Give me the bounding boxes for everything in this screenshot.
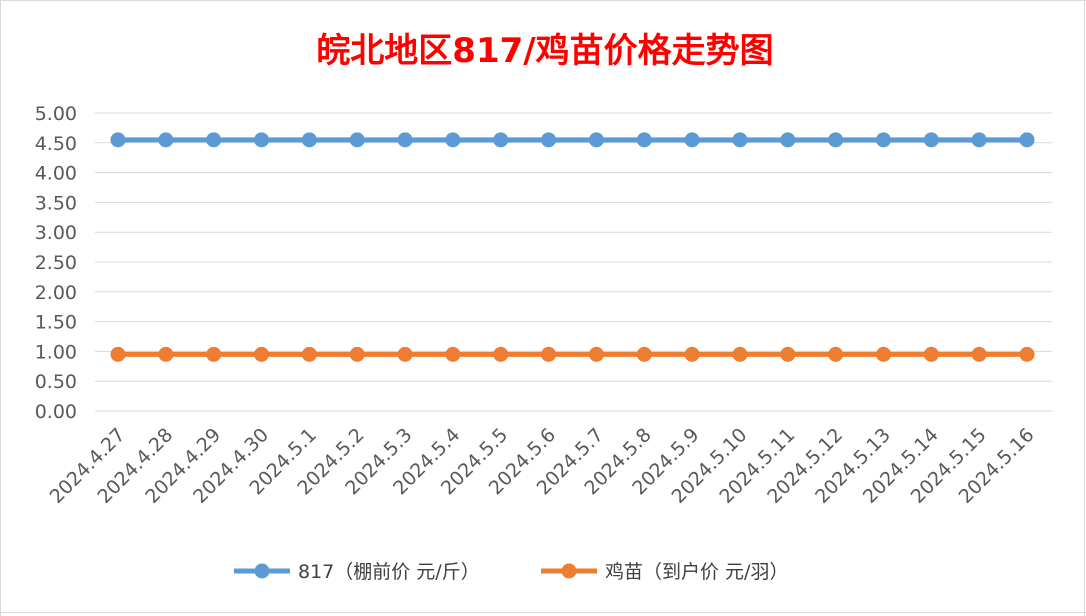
data-point [541,346,557,362]
data-point [349,132,365,148]
data-point [493,346,509,362]
y-tick-label: 4.00 [35,163,77,185]
data-point [254,346,270,362]
data-point [301,346,317,362]
y-tick-label: 4.50 [35,133,77,155]
data-point [493,132,509,148]
data-point [875,346,891,362]
data-point [684,346,700,362]
legend-label: 817（棚前价 元/斤） [298,561,480,583]
y-axis-ticks: 0.00 0.50 1.00 1.50 2.00 2.50 3.00 3.50 4.00 4.50… [35,103,77,423]
data-point [1019,132,1035,148]
data-point [206,346,222,362]
series-group [110,132,1035,362]
data-point [301,132,317,148]
legend-label: 鸡苗（到户价 元/羽） [605,561,788,583]
data-point [445,132,461,148]
data-point [732,346,748,362]
data-point [828,132,844,148]
data-point [923,132,939,148]
y-tick-label: 1.50 [35,312,77,334]
data-point [1019,346,1035,362]
sheet-gridline [0,0,1,616]
y-tick-label: 3.50 [35,192,77,214]
data-point [158,346,174,362]
data-point [206,132,222,148]
sheet-gridline [0,0,1086,1]
data-point [349,346,365,362]
data-point [780,346,796,362]
y-tick-label: 3.00 [35,222,77,244]
legend-swatch-marker [561,563,577,579]
chart-title: 皖北地区817/鸡苗价格走势图 [316,31,773,71]
data-point [541,132,557,148]
data-point [397,346,413,362]
y-tick-label: 0.50 [35,371,77,393]
data-point [971,346,987,362]
data-point [588,132,604,148]
y-tick-label: 2.00 [35,282,77,304]
data-point [732,132,748,148]
data-point [254,132,270,148]
data-point [875,132,891,148]
data-point [828,346,844,362]
x-axis-ticks: 2024.4.272024.4.282024.4.292024.4.302024… [46,424,1039,508]
data-point [110,132,126,148]
data-point [636,132,652,148]
y-tick-label: 2.50 [35,252,77,274]
data-point [636,346,652,362]
y-tick-label: 0.00 [35,401,77,423]
y-tick-label: 5.00 [35,103,77,125]
data-point [397,132,413,148]
data-point [158,132,174,148]
y-tick-label: 1.00 [35,341,77,363]
data-point [445,346,461,362]
data-point [110,346,126,362]
data-point [923,346,939,362]
data-point [684,132,700,148]
legend-swatch-marker [254,563,270,579]
data-point [971,132,987,148]
data-point [588,346,604,362]
gridlines [95,112,1052,412]
legend: 817（棚前价 元/斤） 鸡苗（到户价 元/羽） [234,561,788,583]
data-point [780,132,796,148]
sheet-gridline [0,612,1086,613]
sheet-gridline [1084,0,1085,616]
